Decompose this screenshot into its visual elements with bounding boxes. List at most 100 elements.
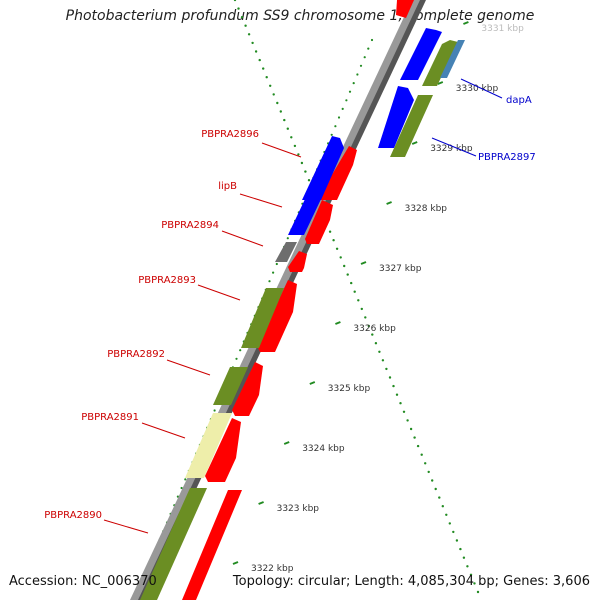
ruler-dot: [234, 0, 236, 1]
ruler-tick: [387, 202, 392, 204]
outer-ruler-dot: [334, 125, 336, 127]
outer-ruler-dot: [345, 99, 347, 101]
outer-ruler-dot: [276, 263, 278, 265]
ruler-dot: [350, 282, 352, 284]
ruler-dot: [287, 128, 289, 130]
gene-leader-line: [198, 285, 240, 300]
outer-ruler-dot: [287, 237, 289, 239]
ruler-dot: [262, 67, 264, 69]
ruler-dot: [241, 16, 243, 18]
genome-summary-text: Topology: circular; Length: 4,085,304 bp…: [233, 574, 590, 589]
gene-label[interactable]: PBPRA2891: [81, 412, 139, 423]
outer-ruler-dot: [272, 272, 274, 274]
ruler-dot: [392, 385, 394, 387]
ruler-dot: [237, 7, 239, 9]
ruler-dot: [290, 136, 292, 138]
gene-label[interactable]: PBPRA2897: [478, 152, 536, 163]
ruler-dot: [406, 419, 408, 421]
gene-label[interactable]: lipB: [218, 181, 237, 192]
ruler-dot: [340, 256, 342, 258]
ruler-dot: [410, 428, 412, 430]
ruler-dot: [466, 565, 468, 567]
ruler-dot: [336, 248, 338, 250]
gene-leader-line: [167, 360, 210, 375]
ruler-dot: [389, 376, 391, 378]
outer-ruler-dot: [367, 48, 369, 50]
ruler-dot: [354, 291, 356, 293]
outer-ruler-dot: [268, 280, 270, 282]
ruler-dot: [251, 42, 253, 44]
ruler-dot: [266, 76, 268, 78]
gene-label[interactable]: PBPRA2892: [107, 349, 165, 360]
gene-leader-line: [104, 520, 148, 533]
ruler-dot: [332, 239, 334, 241]
ruler-dot: [431, 479, 433, 481]
ruler-dot: [283, 119, 285, 121]
ruler-dot: [403, 411, 405, 413]
outer-ruler-dot: [342, 108, 344, 110]
ruler-dot: [385, 368, 387, 370]
gene-leader-line: [222, 231, 263, 246]
ruler-dot: [442, 505, 444, 507]
ruler-dot: [399, 402, 401, 404]
ruler-dot: [463, 557, 465, 559]
ruler-dot: [438, 496, 440, 498]
outer-ruler-dot: [353, 82, 355, 84]
ruler-tick: [463, 22, 468, 24]
ruler-dot: [255, 50, 257, 52]
ruler-dot: [378, 351, 380, 353]
ruler-tick-label: 3328 kbp: [405, 204, 448, 214]
ruler-dot: [276, 102, 278, 104]
ruler-tick-label: 3323 kbp: [277, 504, 320, 514]
ruler-tick-label: 3325 kbp: [328, 384, 371, 394]
ruler-tick-label: 3324 kbp: [302, 444, 345, 454]
gene-label[interactable]: PBPRA2894: [161, 220, 219, 231]
ruler-dot: [396, 394, 398, 396]
ruler-dot: [428, 471, 430, 473]
ruler-dot: [248, 33, 250, 35]
ruler-dot: [347, 273, 349, 275]
outer-ruler-dot: [338, 116, 340, 118]
outer-ruler-dot: [360, 65, 362, 67]
ruler-tick-label: 3326 kbp: [353, 324, 396, 334]
ruler-dot: [413, 436, 415, 438]
ruler-tick: [412, 142, 417, 144]
outer-ruler-dot: [349, 91, 351, 93]
ruler-dot: [280, 110, 282, 112]
ruler-dot: [269, 85, 271, 87]
outer-ruler-dot: [371, 39, 373, 41]
ruler-dot: [244, 25, 246, 27]
ruler-dot: [329, 231, 331, 233]
outer-ruler-dot: [214, 409, 216, 411]
gene-leader-line: [142, 423, 185, 438]
outer-ruler-dot: [239, 349, 241, 351]
outer-ruler-dot: [235, 358, 237, 360]
outer-ruler-dot: [184, 478, 186, 480]
ruler-dot: [357, 299, 359, 301]
ruler-dot: [375, 342, 377, 344]
gene-leader-line: [240, 194, 282, 207]
ruler-dot: [294, 145, 296, 147]
gene-label[interactable]: PBPRA2893: [138, 275, 196, 286]
gene-label[interactable]: dapA: [506, 95, 532, 106]
ruler-dot: [435, 488, 437, 490]
ruler-tick: [335, 322, 340, 324]
accession-text: Accession: NC_006370: [9, 574, 157, 589]
ruler-tick: [361, 262, 366, 264]
ruler-dot: [449, 522, 451, 524]
ruler-dot: [304, 170, 306, 172]
ruler-dot: [445, 514, 447, 516]
outer-ruler-dot: [364, 56, 366, 58]
ruler-dot: [459, 548, 461, 550]
ruler-dot: [421, 454, 423, 456]
gene-label[interactable]: PBPRA2896: [201, 129, 259, 140]
ruler-tick-label: 3322 kbp: [251, 564, 294, 574]
gene-label[interactable]: PBPRA2890: [44, 510, 102, 521]
ruler-dot: [364, 316, 366, 318]
ruler-dot: [382, 359, 384, 361]
ruler-dot: [259, 59, 261, 61]
ruler-tick: [233, 562, 238, 564]
ruler-tick-label: 3327 kbp: [379, 264, 422, 274]
